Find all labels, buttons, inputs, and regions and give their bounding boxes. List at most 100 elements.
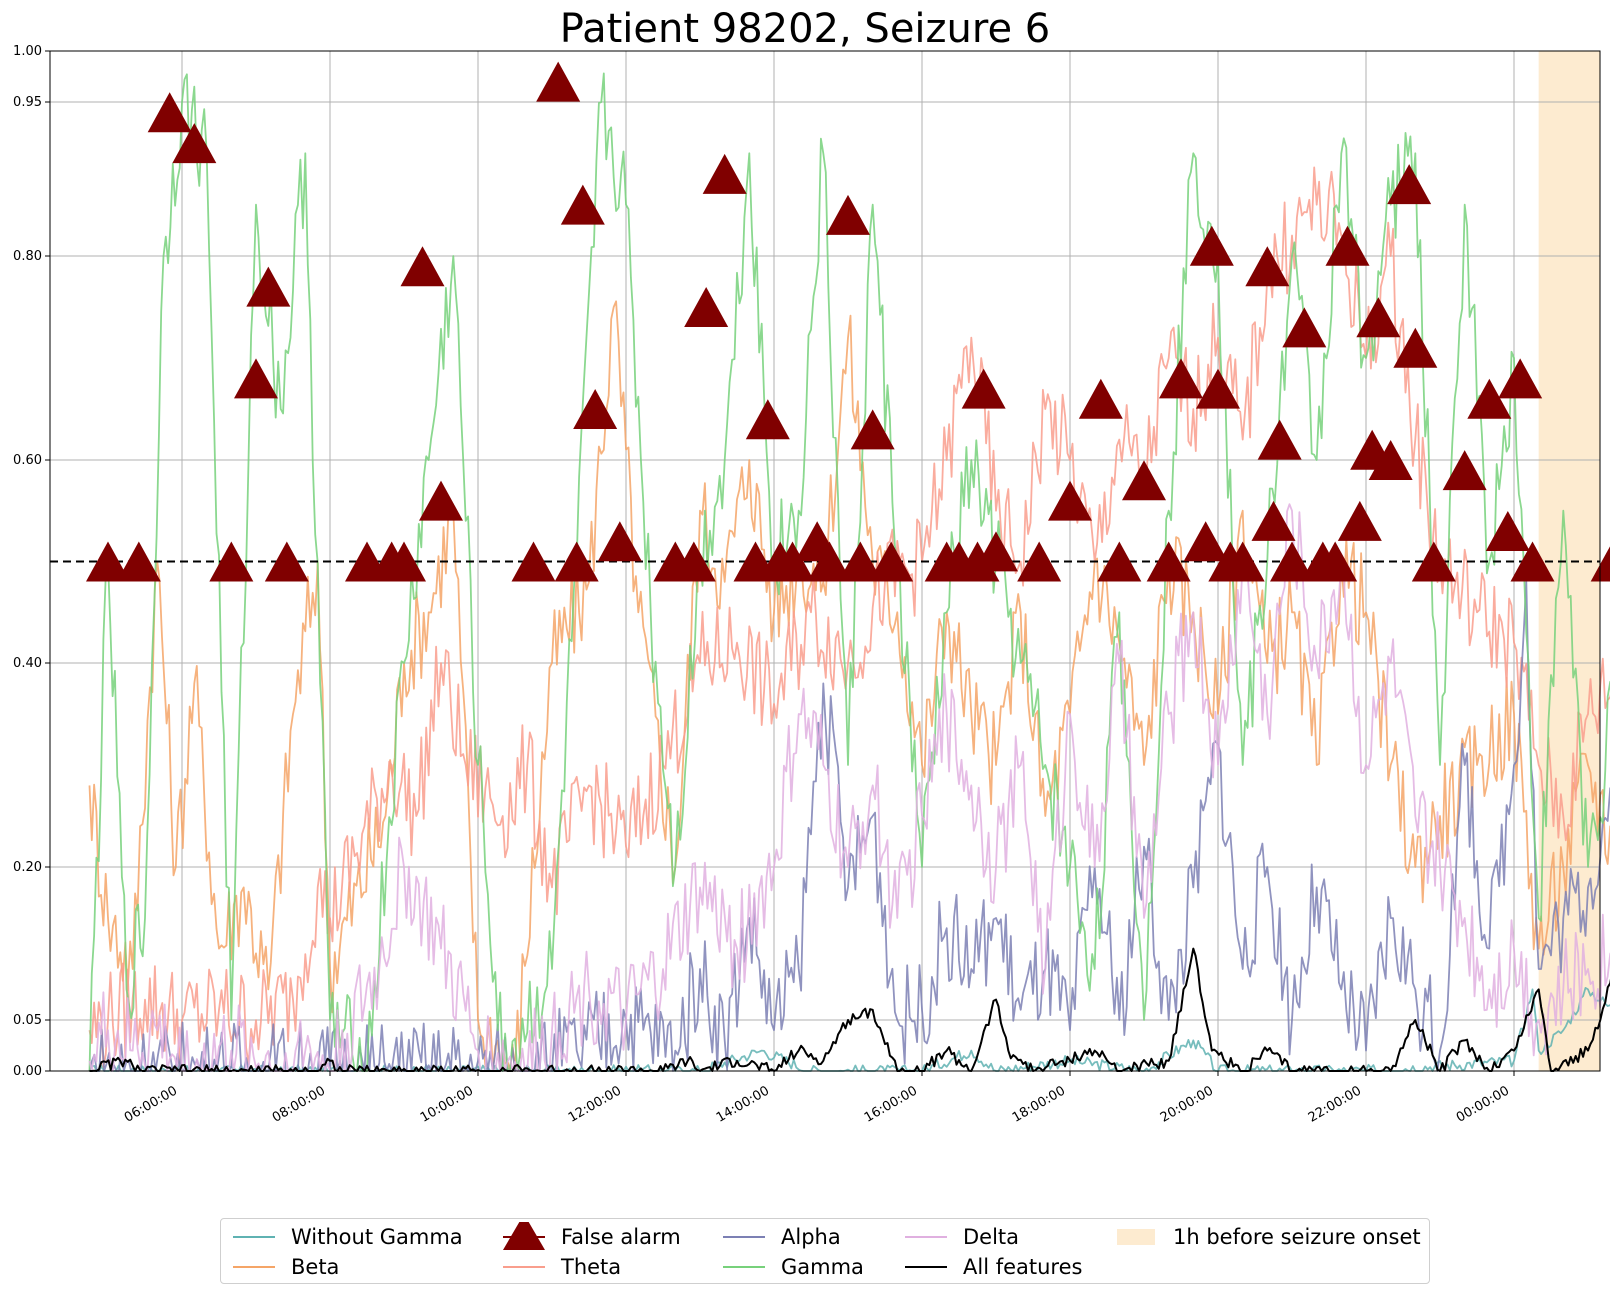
y-tick-label: 0.60: [13, 453, 42, 468]
false-alarm-marker: [419, 480, 463, 521]
chart-title: Patient 98202, Seizure 6: [560, 6, 1050, 52]
y-tick-label: 1.00: [13, 44, 42, 59]
false-alarm-marker: [1325, 225, 1370, 266]
legend-item-false-alarm: False alarm: [501, 1222, 681, 1252]
false-alarm-marker: [1510, 541, 1555, 582]
y-tick-label: 0.05: [13, 1013, 42, 1028]
series-line-delta: [88, 503, 1610, 1072]
false-alarm-marker: [1257, 419, 1302, 460]
legend-label: False alarm: [561, 1225, 681, 1249]
false-alarm-marker: [826, 194, 870, 235]
x-tick-label: 20:00:00: [1158, 1083, 1216, 1125]
legend-swatch-beta: [231, 1252, 277, 1282]
y-tick-label: 0.95: [13, 95, 42, 110]
false-alarm-marker: [1122, 460, 1166, 501]
false-alarm-marker: [264, 541, 309, 582]
false-alarm-marker: [400, 246, 445, 287]
x-axis: 06:00:00 08:00:00 10:00:00 12:00:00 14:00:00…: [122, 1071, 1515, 1126]
false-alarm-marker: [1485, 511, 1530, 552]
y-tick-label: 0.20: [13, 860, 42, 875]
legend-swatch-theta: [501, 1252, 547, 1282]
false-alarm-marker: [382, 541, 426, 582]
x-tick-label: 12:00:00: [566, 1083, 624, 1125]
false-alarm-marker: [597, 521, 642, 562]
false-alarm-layer: [86, 61, 1610, 582]
plot-frame: [49, 50, 1601, 1072]
false-alarm-marker: [770, 541, 815, 582]
series-line-theta: [88, 166, 1610, 1069]
false-alarm-marker: [850, 409, 895, 450]
false-alarm-marker: [1356, 297, 1401, 338]
false-alarm-marker: [1442, 450, 1487, 491]
x-tick-label: 14:00:00: [714, 1083, 772, 1125]
false-alarm-marker: [807, 541, 852, 582]
false-alarm-marker: [961, 368, 1006, 409]
legend: Without Gamma False alarm Alpha Delta 1h…: [220, 1218, 1430, 1284]
x-tick-label: 06:00:00: [122, 1083, 180, 1125]
false-alarm-marker: [1251, 500, 1296, 541]
legend-label: Theta: [561, 1255, 622, 1279]
legend-label: Gamma: [781, 1255, 864, 1279]
legend-item-gamma: Gamma: [721, 1252, 864, 1282]
false-alarm-marker: [573, 389, 618, 429]
legend-item-all-features: All features: [903, 1252, 1082, 1282]
false-alarm-marker: [974, 531, 1018, 572]
legend-item-delta: Delta: [903, 1222, 1019, 1252]
false-alarm-marker: [1411, 541, 1456, 582]
false-alarm-marker: [1337, 500, 1382, 541]
false-alarm-marker: [869, 541, 914, 582]
series-line-beta: [88, 300, 1610, 1072]
x-tick-label: 08:00:00: [270, 1083, 328, 1125]
legend-item-alpha: Alpha: [721, 1222, 841, 1252]
x-tick-label: 18:00:00: [1010, 1083, 1068, 1125]
false-alarm-marker: [511, 541, 556, 582]
false-alarm-marker: [1393, 327, 1438, 368]
false-alarm-marker: [1189, 225, 1234, 266]
false-alarm-marker: [1048, 480, 1092, 521]
legend-swatch-all-features: [903, 1252, 949, 1282]
legend-item-preictal: 1h before seizure onset: [1113, 1222, 1421, 1252]
false-alarm-marker: [1220, 541, 1265, 582]
legend-swatch-delta: [903, 1222, 949, 1252]
false-alarm-marker: [1196, 368, 1240, 409]
false-alarm-marker: [147, 92, 192, 133]
false-alarm-marker: [955, 541, 1000, 582]
series-line-without-gamma: [88, 987, 1610, 1072]
legend-label: Alpha: [781, 1225, 841, 1249]
y-axis: 0.00 0.05 0.20 0.40 0.60 0.80 0.95 1.00: [13, 44, 50, 1079]
legend-item-without-gamma: Without Gamma: [231, 1222, 463, 1252]
x-tick-label: 22:00:00: [1306, 1083, 1364, 1125]
y-tick-label: 0.00: [13, 1064, 42, 1079]
false-alarm-marker: [246, 266, 291, 307]
false-alarm-marker: [554, 541, 599, 582]
x-tick-label: 16:00:00: [862, 1083, 920, 1125]
y-tick-label: 0.80: [13, 249, 42, 264]
false-alarm-marker: [1282, 307, 1327, 348]
false-alarm-marker: [560, 184, 605, 225]
legend-swatch-without-gamma: [231, 1222, 277, 1252]
false-alarm-marker: [838, 541, 883, 582]
false-alarm-marker: [209, 541, 254, 582]
legend-label: Beta: [291, 1255, 340, 1279]
legend-label: Delta: [963, 1225, 1020, 1249]
false-alarm-marker: [1183, 521, 1228, 562]
legend-item-beta: Beta: [231, 1252, 339, 1282]
legend-item-theta: Theta: [501, 1252, 621, 1282]
legend-swatch-false-alarm: [501, 1222, 547, 1252]
false-alarm-marker: [536, 61, 581, 102]
false-alarm-marker: [1245, 246, 1290, 287]
false-alarm-marker: [1498, 358, 1543, 399]
legend-label: 1h before seizure onset: [1173, 1225, 1421, 1249]
false-alarm-marker: [172, 123, 217, 164]
false-alarm-marker: [1590, 546, 1610, 582]
legend-swatch-gamma: [721, 1252, 767, 1282]
legend-label: Without Gamma: [291, 1225, 463, 1249]
false-alarm-marker: [1017, 541, 1062, 582]
x-tick-label: 10:00:00: [418, 1083, 476, 1125]
y-tick-label: 0.40: [13, 656, 42, 671]
false-alarm-marker: [702, 153, 747, 194]
false-alarm-marker: [116, 541, 161, 582]
legend-swatch-alpha: [721, 1222, 767, 1252]
false-alarm-marker: [684, 287, 729, 327]
